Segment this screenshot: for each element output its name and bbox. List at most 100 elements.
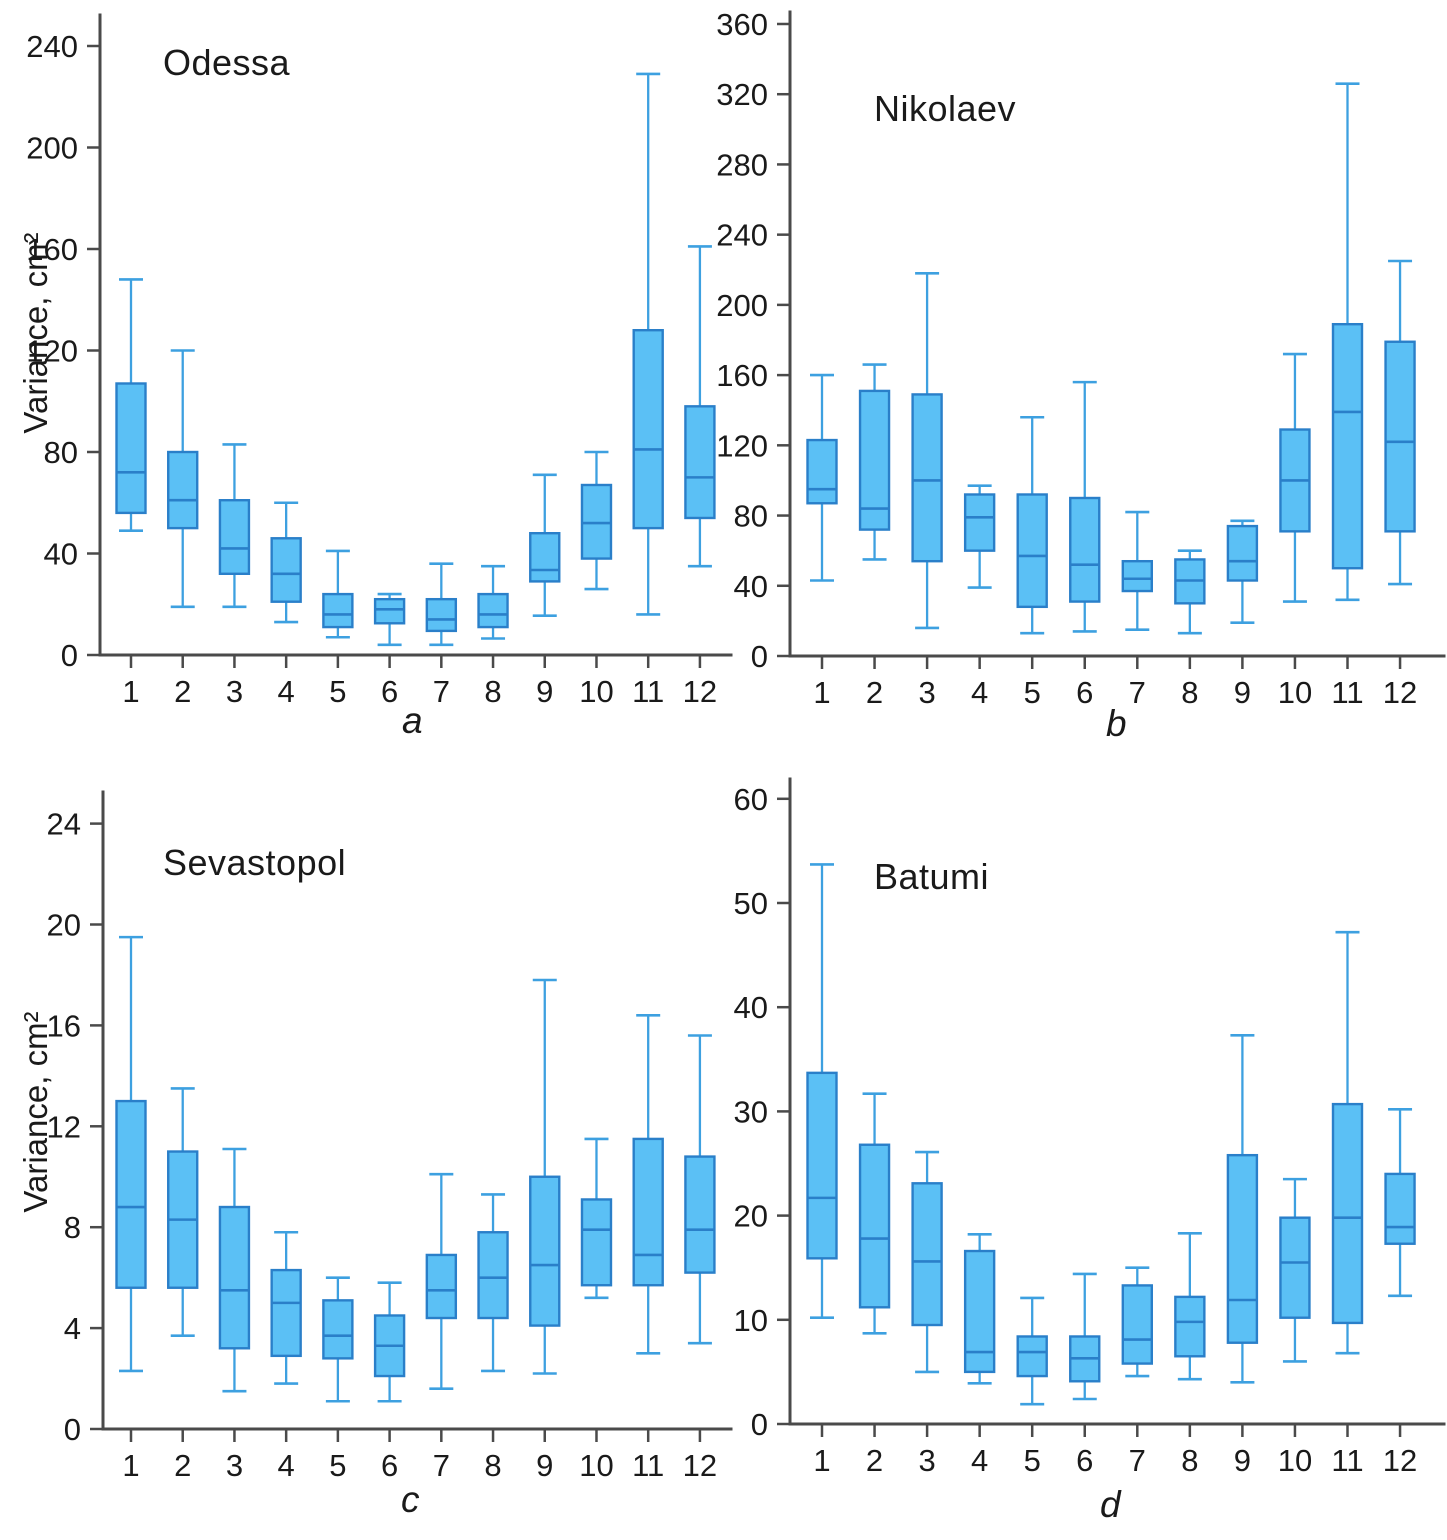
iqr-box xyxy=(580,1198,613,1287)
box-month-8 xyxy=(477,564,509,640)
iqr-box xyxy=(322,592,354,629)
box-month-9 xyxy=(1226,1034,1259,1384)
iqr-box xyxy=(529,1175,561,1327)
y-tick-label: 0 xyxy=(61,638,78,673)
x-tick-label: 5 xyxy=(329,1448,346,1483)
y-tick-label: 80 xyxy=(44,435,78,470)
y-tick-label: 160 xyxy=(716,358,768,393)
x-tick-label: 7 xyxy=(1129,675,1146,710)
axes xyxy=(98,13,733,657)
x-tick-label: 12 xyxy=(683,1448,717,1483)
y-tick-label: 40 xyxy=(734,569,768,604)
y-ticks: 0 40 80 120 160 200 240 280 320 360 xyxy=(716,7,790,674)
iqr-box xyxy=(911,393,943,563)
y-axis-label-sevastopol: Variance, cm² xyxy=(17,1011,54,1213)
box-month-6 xyxy=(1069,380,1101,633)
panel-title-batumi: Batumi xyxy=(874,856,990,897)
y-tick-label: 40 xyxy=(734,990,768,1025)
x-tick-label: 11 xyxy=(632,1448,664,1483)
y-tick-label: 120 xyxy=(26,334,78,369)
box-month-2 xyxy=(858,363,891,561)
iqr-box xyxy=(322,1299,354,1360)
iqr-box xyxy=(1226,524,1259,582)
x-tick-label: 3 xyxy=(226,1448,243,1483)
iqr-box xyxy=(115,1099,147,1289)
x-tick-label: 2 xyxy=(866,1443,883,1478)
y-tick-label: 12 xyxy=(47,1109,81,1144)
box-month-2 xyxy=(167,349,199,609)
y-tick-label: 16 xyxy=(47,1008,81,1043)
y-tick-label: 320 xyxy=(716,77,768,112)
box-month-9 xyxy=(529,978,561,1375)
x-tick-label: 1 xyxy=(813,1443,830,1478)
panel-letter-c: c xyxy=(401,1479,420,1520)
box-month-4 xyxy=(270,1230,302,1385)
box-month-12 xyxy=(1384,1108,1416,1298)
y-tick-label: 10 xyxy=(734,1303,768,1338)
iqr-box xyxy=(218,499,251,575)
iqr-box xyxy=(477,592,509,629)
y-tick-label: 24 xyxy=(47,807,81,842)
iqr-box xyxy=(963,1249,996,1374)
x-tick-label: 2 xyxy=(174,674,191,709)
x-tick-label: 10 xyxy=(579,674,613,709)
box-month-11 xyxy=(1331,82,1364,602)
box-month-12 xyxy=(684,1034,716,1345)
x-tick-label: 6 xyxy=(1076,1443,1093,1478)
y-tick-label: 20 xyxy=(734,1199,768,1234)
iqr-box xyxy=(1069,496,1101,603)
box-month-9 xyxy=(529,473,561,617)
iqr-box xyxy=(1279,1216,1311,1319)
x-tick-label: 7 xyxy=(1129,1443,1146,1478)
y-ticks: 0 4 8 12 16 20 24 xyxy=(47,807,103,1447)
box-month-10 xyxy=(580,1137,613,1300)
iqr-box xyxy=(218,1205,251,1350)
iqr-box xyxy=(1384,1172,1416,1245)
y-tick-label: 0 xyxy=(64,1412,81,1447)
box-month-11 xyxy=(632,1014,664,1355)
axes xyxy=(788,10,1446,658)
y-ticks: 0 40 80 120 160 200 240 xyxy=(26,29,100,673)
x-tick-label: 7 xyxy=(433,674,450,709)
box-month-6 xyxy=(373,1281,406,1403)
iqr-box xyxy=(1331,1102,1364,1325)
y-tick-label: 360 xyxy=(716,7,768,42)
panel-letter-b: b xyxy=(1106,703,1127,744)
x-tick-label: 9 xyxy=(536,674,553,709)
box-month-7 xyxy=(425,562,458,647)
y-tick-label: 40 xyxy=(44,537,78,572)
box-month-6 xyxy=(373,592,406,647)
x-tick-label: 6 xyxy=(381,1448,398,1483)
x-tick-label: 9 xyxy=(536,1448,553,1483)
iqr-box xyxy=(477,1231,509,1320)
box-month-7 xyxy=(425,1172,458,1390)
y-tick-label: 8 xyxy=(64,1210,81,1245)
iqr-box xyxy=(1016,1335,1048,1378)
iqr-box xyxy=(1384,340,1416,533)
iqr-box xyxy=(167,450,199,530)
y-tick-label: 280 xyxy=(716,147,768,182)
iqr-box xyxy=(858,1143,891,1309)
box-month-8 xyxy=(1174,1232,1206,1381)
iqr-box xyxy=(425,1253,458,1320)
panel-title-sevastopol: Sevastopol xyxy=(163,842,347,883)
x-tick-label: 5 xyxy=(329,674,346,709)
y-tick-label: 240 xyxy=(716,218,768,253)
box-month-2 xyxy=(858,1092,891,1335)
y-tick-label: 0 xyxy=(751,639,768,674)
iqr-box xyxy=(1016,493,1048,609)
box-month-3 xyxy=(218,443,251,609)
x-tick-label: 5 xyxy=(1024,1443,1041,1478)
iqr-box xyxy=(858,389,891,531)
axes xyxy=(788,777,1446,1426)
x-tick-label: 11 xyxy=(1331,1443,1363,1478)
iqr-box xyxy=(270,1268,302,1358)
y-tick-label: 30 xyxy=(734,1094,768,1129)
box-month-5 xyxy=(322,1276,354,1403)
x-ticks: 1 2 3 4 5 6 7 8 9 10 11 12 xyxy=(813,1424,1417,1478)
box-month-8 xyxy=(1174,549,1206,635)
box-month-5 xyxy=(322,549,354,639)
y-axis-label-odessa: Variance, cm² xyxy=(17,232,54,434)
